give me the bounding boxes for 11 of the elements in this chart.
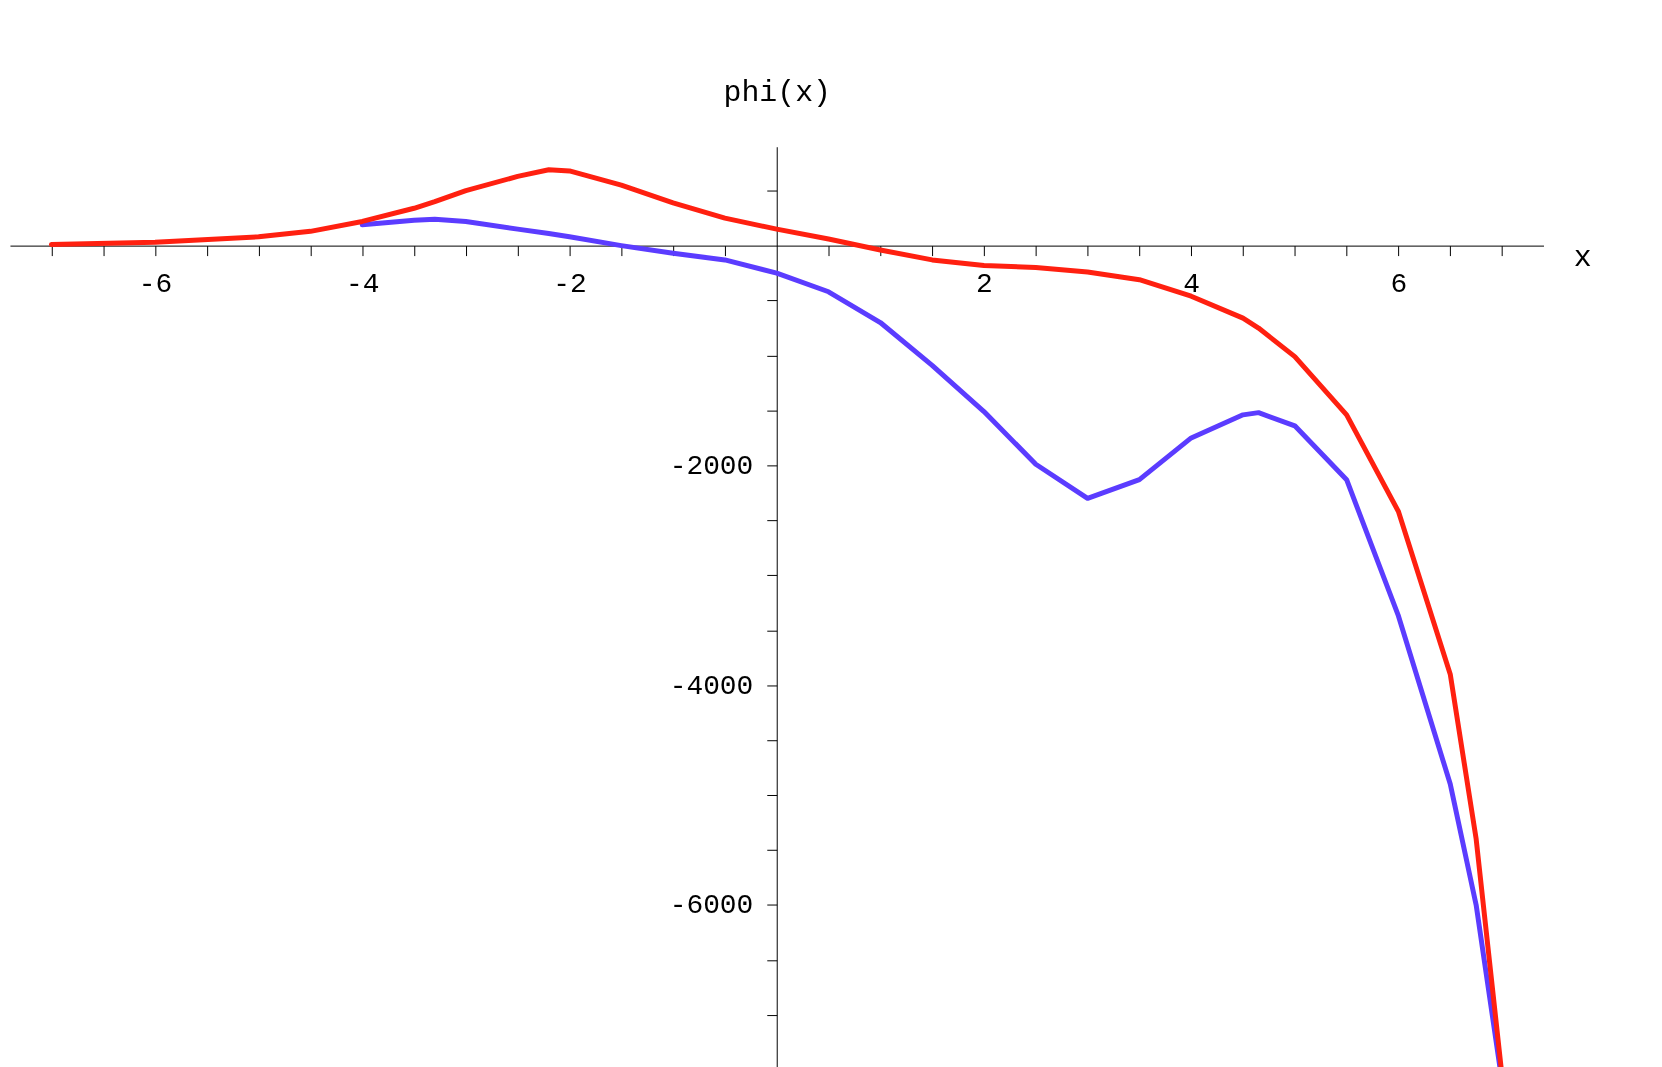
y-tick-label: -6000 [669, 890, 754, 922]
x-tick-label: -2 [553, 268, 587, 300]
y-tick-label: -2000 [669, 450, 754, 482]
x-tick-label: -4 [346, 268, 380, 300]
x-tick-label: 6 [1390, 268, 1408, 300]
x-axis-title: x [1573, 241, 1592, 276]
y-axis-title: phi(x) [723, 76, 831, 111]
x-tick-label: 4 [1183, 268, 1201, 300]
x-tick-label: -6 [138, 268, 173, 300]
x-tick-label: 2 [976, 268, 993, 300]
y-tick-label: -4000 [669, 670, 754, 702]
